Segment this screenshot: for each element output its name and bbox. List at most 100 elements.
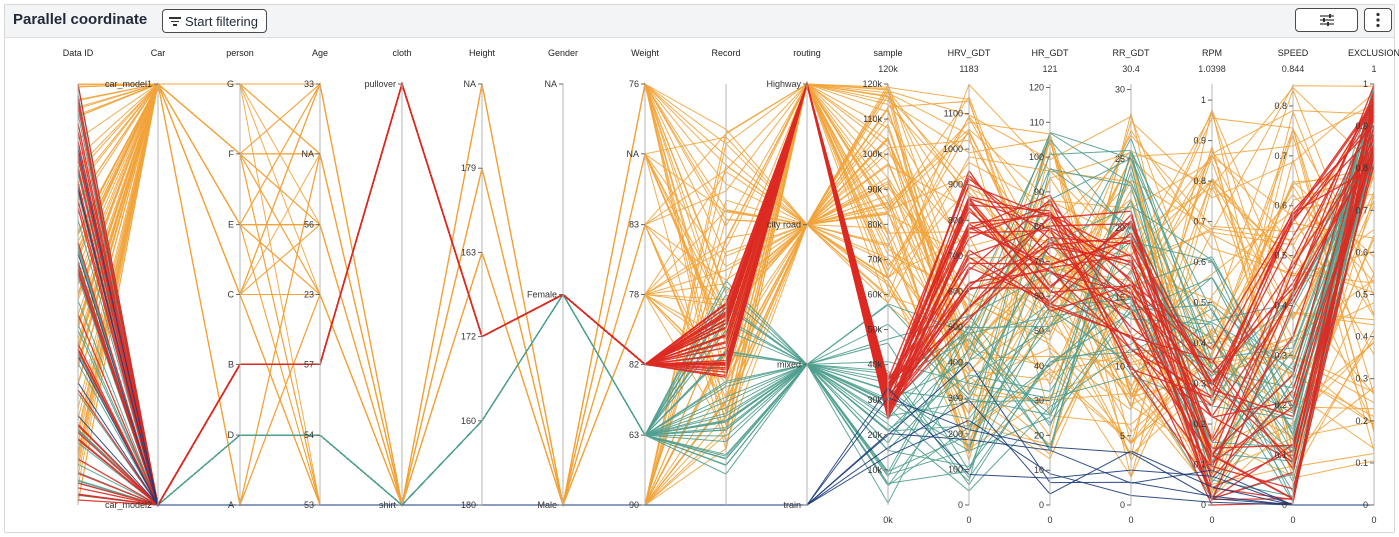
tick-label: 1100 [944, 109, 963, 119]
tick-label: 110k [863, 114, 882, 124]
tick-label: 78 [629, 290, 639, 300]
tick-label: 63 [629, 430, 639, 440]
tick-label: 0.5 [1274, 251, 1287, 261]
tick-label: mixed [777, 359, 801, 369]
axis-title[interactable]: Record [711, 48, 740, 58]
axis-title[interactable]: SPEED [1278, 48, 1309, 58]
axis-title[interactable]: sample [873, 48, 902, 58]
tick-label: 0.6 [1355, 247, 1368, 257]
tick-label: 80k [867, 219, 882, 229]
tick-label: 15 [1115, 292, 1125, 302]
tick-label: NA [544, 79, 557, 89]
tick-label: A [228, 500, 234, 510]
tick-label: F [229, 149, 235, 159]
tick-label: Highway [766, 79, 801, 89]
axis-title[interactable]: HRV_GDT [948, 48, 991, 58]
tick-label: 600 [948, 286, 963, 296]
tick-label: car_model2 [105, 500, 152, 510]
axis-title[interactable]: Height [469, 48, 496, 58]
tick-label: 5 [1120, 431, 1125, 441]
tick-label: 0 [1282, 500, 1287, 510]
tick-label: 80 [1034, 222, 1044, 232]
tick-label: 0.4 [1274, 300, 1287, 310]
chart-settings-button[interactable] [1295, 8, 1358, 32]
axis-title[interactable]: Age [312, 48, 328, 58]
tick-label: 0.6 [1193, 257, 1206, 267]
tick-label: train [783, 500, 801, 510]
tick-label: shirt [379, 500, 397, 510]
tick-label: 179 [461, 163, 476, 173]
tick-label: 30k [867, 395, 882, 405]
tick-label: 0.4 [1355, 332, 1368, 342]
panel-title: Parallel coordinate [13, 11, 148, 28]
tick-label: 70k [867, 254, 882, 264]
tick-label: 54 [304, 430, 314, 440]
tick-label: 50 [1034, 326, 1044, 336]
tick-label: 0.8 [1355, 163, 1368, 173]
start-filtering-button[interactable]: Start filtering [162, 9, 267, 33]
axis-title[interactable]: routing [793, 48, 821, 58]
axis-title[interactable]: person [226, 48, 254, 58]
axis-title[interactable]: Data ID [63, 48, 94, 58]
tick-label: 800 [948, 215, 963, 225]
tick-label: 0 [1120, 500, 1125, 510]
tick-label: 700 [948, 251, 963, 261]
tick-label: 20 [1034, 430, 1044, 440]
tick-label: 0.5 [1193, 298, 1206, 308]
axis-title[interactable]: HR_GDT [1031, 48, 1069, 58]
tick-label: 25 [1115, 154, 1125, 164]
tick-label: E [228, 220, 234, 230]
tick-label: 0.7 [1193, 217, 1206, 227]
tick-label: 30 [1034, 396, 1044, 406]
tick-label: 0.2 [1193, 419, 1206, 429]
tick-label: 40 [1034, 361, 1044, 371]
tick-label: 20k [867, 430, 882, 440]
tick-label: 40k [867, 360, 882, 370]
tick-label: Female [527, 290, 557, 300]
tick-label: 82 [629, 359, 639, 369]
tick-label: 56 [304, 220, 314, 230]
tick-label: 0.5 [1355, 290, 1368, 300]
tick-label: 200 [948, 429, 963, 439]
tick-label: 10k [867, 465, 882, 475]
tick-label: 0.4 [1193, 338, 1206, 348]
axis-title[interactable]: Gender [548, 48, 578, 58]
tick-label: 10 [1034, 465, 1044, 475]
tick-label: 1 [1363, 79, 1368, 89]
tick-label: 90k [867, 184, 882, 194]
axis-title[interactable]: cloth [392, 48, 411, 58]
tick-label: 120 [1029, 82, 1044, 92]
axis-title[interactable]: EXCLUSION [1348, 48, 1399, 58]
tick-label: NA [463, 79, 476, 89]
axis-max-label: 30.4 [1122, 64, 1140, 74]
tick-label: 0.7 [1274, 151, 1287, 161]
tick-label: NA [626, 149, 639, 159]
tick-label: 60 [1034, 291, 1044, 301]
tick-label: 172 [461, 332, 476, 342]
axis-title[interactable]: Car [151, 48, 166, 58]
axis-min-label: 0k [883, 515, 893, 525]
tick-label: Male [537, 500, 557, 510]
axis-title[interactable]: RR_GDT [1112, 48, 1150, 58]
tick-label: 100 [948, 464, 963, 474]
tick-label: 110 [1030, 117, 1044, 127]
more-options-button[interactable] [1364, 8, 1392, 32]
tick-label: 70 [1034, 256, 1044, 266]
axis-min-label: 0 [1128, 515, 1133, 525]
tick-label: 100 [1029, 152, 1044, 162]
tick-label: 0.1 [1355, 458, 1368, 468]
tick-label: 76 [629, 79, 639, 89]
tick-label: 163 [461, 247, 476, 257]
tick-label: 500 [948, 322, 963, 332]
tick-label: 0 [1363, 500, 1368, 510]
tick-label: 100k [862, 149, 882, 159]
tick-label: G [227, 79, 234, 89]
axis-title[interactable]: RPM [1202, 48, 1222, 58]
sliders-icon [1320, 14, 1334, 26]
tick-label: NA [301, 149, 314, 159]
tick-label: 23 [304, 290, 314, 300]
axis-min-label: 0 [966, 515, 971, 525]
tick-label: 0.9 [1355, 121, 1368, 131]
axis-title[interactable]: Weight [631, 48, 659, 58]
